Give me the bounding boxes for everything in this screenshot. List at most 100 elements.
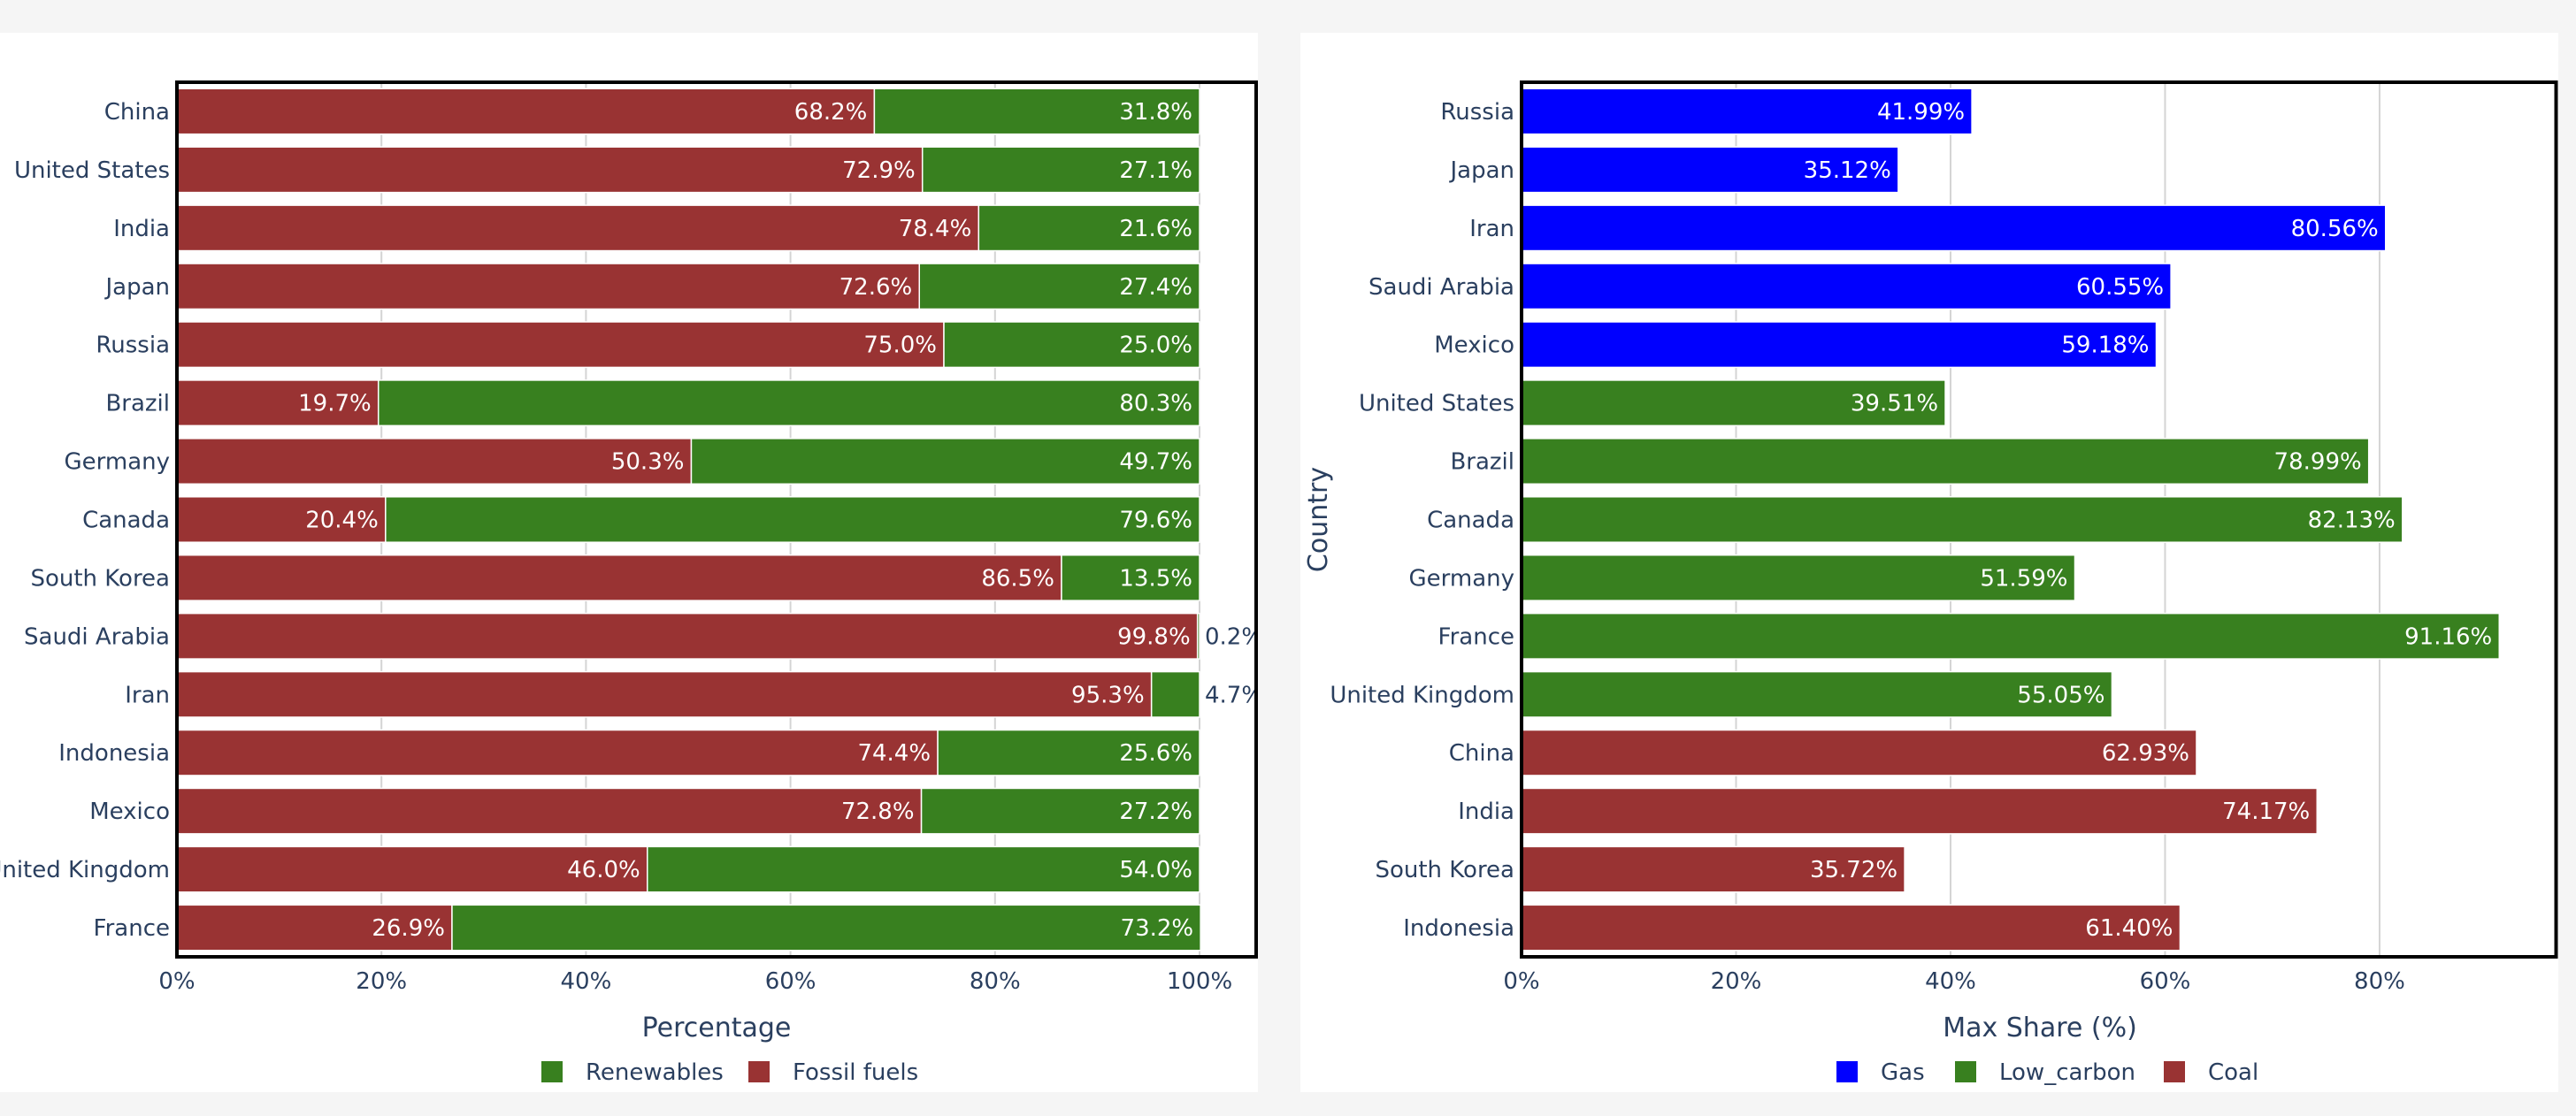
bar-fossil	[176, 554, 1062, 601]
data-label: 60.55%	[2076, 274, 2164, 301]
bar-fossil	[176, 845, 648, 893]
data-label: 86.5%	[981, 565, 1054, 592]
y-tick-label: Mexico	[89, 799, 170, 825]
y-tick-label: Brazil	[1450, 449, 1514, 476]
bar-coal	[1521, 729, 2197, 776]
data-label: 73.2%	[1121, 915, 1194, 942]
data-label: 21.6%	[1119, 216, 1192, 242]
data-label: 59.18%	[2061, 333, 2149, 359]
y-tick-label: South Korea	[30, 565, 170, 592]
plot-border	[175, 80, 1258, 959]
legend-swatch	[1836, 1061, 1858, 1082]
x-tick-label: 80%	[970, 968, 1021, 995]
bar-renewables	[1061, 554, 1200, 601]
y-tick-label: China	[104, 99, 170, 126]
left-chart-panel: 68.2% 31.8% China 72.9% 27.1% United States 78…	[0, 33, 1258, 1092]
data-label: 27.2%	[1119, 799, 1192, 825]
x-tick-label: 0%	[1503, 968, 1539, 995]
y-tick-label: France	[94, 915, 170, 942]
data-label: 51.59%	[1980, 565, 2067, 592]
bar-renewables	[943, 321, 1200, 369]
x-tick-label: 20%	[356, 968, 407, 995]
x-tick-label: 40%	[1925, 968, 1976, 995]
y-tick-label: Canada	[82, 508, 170, 534]
data-label: 27.1%	[1119, 157, 1192, 184]
data-label: 80.56%	[2291, 216, 2379, 242]
x-tick-label: 60%	[2140, 968, 2191, 995]
x-tick-label: 80%	[2354, 968, 2405, 995]
bar-fossil	[176, 379, 380, 427]
y-tick-label: Japan	[1448, 157, 1514, 184]
y-tick-label: Mexico	[1434, 333, 1514, 359]
bar-fossil	[176, 612, 1199, 660]
bar-low-carbon	[1521, 670, 2113, 718]
bar-gas	[1521, 321, 2158, 369]
legend-label: Coal	[2208, 1059, 2258, 1086]
y-tick-label: South Korea	[1375, 857, 1514, 883]
y-tick-label: Japan	[104, 274, 170, 301]
bar-fossil	[176, 204, 980, 252]
legend-swatch	[1955, 1061, 1976, 1082]
y-tick-label: Indonesia	[1403, 915, 1514, 942]
data-label: 74.17%	[2222, 799, 2310, 825]
bar-low-carbon	[1521, 496, 2404, 543]
data-label: 19.7%	[298, 391, 372, 417]
legend-swatch	[2164, 1061, 2185, 1082]
legend-label: Gas	[1881, 1059, 1925, 1086]
y-tick-label: Russia	[1440, 99, 1514, 126]
y-tick-label: United Kingdom	[0, 857, 170, 883]
data-label: 35.12%	[1804, 157, 1891, 184]
data-label: 54.0%	[1119, 857, 1192, 883]
bar-fossil	[176, 670, 1153, 718]
y-tick-label: India	[1458, 799, 1514, 825]
bar-renewables	[385, 496, 1200, 543]
x-tick-label: 0%	[158, 968, 195, 995]
data-label: 13.5%	[1119, 565, 1192, 592]
bar-fossil	[176, 88, 876, 135]
bar-renewables	[451, 904, 1201, 952]
data-label: 78.99%	[2274, 449, 2362, 476]
y-tick-label: Saudi Arabia	[24, 623, 170, 650]
y-tick-label: Iran	[125, 682, 170, 708]
data-label: 31.8%	[1119, 99, 1192, 126]
bar-renewables	[377, 379, 1200, 427]
bar-gas	[1521, 88, 1973, 135]
y-tick-label: India	[113, 216, 170, 242]
data-label: 78.4%	[899, 216, 972, 242]
bar-renewables	[978, 204, 1200, 252]
data-label: 55.05%	[2017, 682, 2104, 708]
bar-renewables	[1150, 670, 1200, 718]
y-tick-label: Brazil	[105, 391, 170, 417]
legend-swatch	[541, 1061, 563, 1082]
legend-label: Low_carbon	[1999, 1059, 2135, 1086]
data-label: 62.93%	[2102, 740, 2189, 767]
data-label: 27.4%	[1119, 274, 1192, 301]
max-share-bar-chart: 41.99% Russia 35.12% Japan 80.56% Iran 60.55% S…	[1303, 80, 2558, 1086]
data-label: 0.2%	[1205, 623, 1258, 650]
bar-fossil	[176, 787, 923, 835]
y-tick-label: Russia	[96, 333, 170, 359]
y-tick-label: China	[1449, 740, 1514, 767]
x-tick-label: 100%	[1167, 968, 1232, 995]
bar-fossil	[176, 146, 924, 194]
data-label: 49.7%	[1119, 449, 1192, 476]
y-tick-label: Iran	[1469, 216, 1514, 242]
bar-low-carbon	[1521, 379, 1946, 427]
bar-renewables	[1196, 612, 1200, 660]
bar-fossil	[176, 438, 693, 485]
y-tick-label: Germany	[64, 449, 170, 476]
data-label: 50.3%	[611, 449, 685, 476]
bar-fossil	[176, 904, 453, 952]
bar-renewables	[647, 845, 1200, 893]
data-label: 80.3%	[1119, 391, 1192, 417]
x-axis-title: Percentage	[642, 1013, 792, 1043]
x-axis-title: Max Share (%)	[1943, 1013, 2137, 1043]
y-axis-title: Country	[1303, 467, 1334, 572]
y-tick-label: France	[1438, 623, 1514, 650]
bar-coal	[1521, 904, 2181, 952]
y-tick-label: United States	[1359, 391, 1514, 417]
legend-label: Fossil fuels	[793, 1059, 918, 1086]
y-tick-label: Saudi Arabia	[1368, 274, 1514, 301]
data-label: 79.6%	[1119, 508, 1192, 534]
data-label: 41.99%	[1877, 99, 1965, 126]
